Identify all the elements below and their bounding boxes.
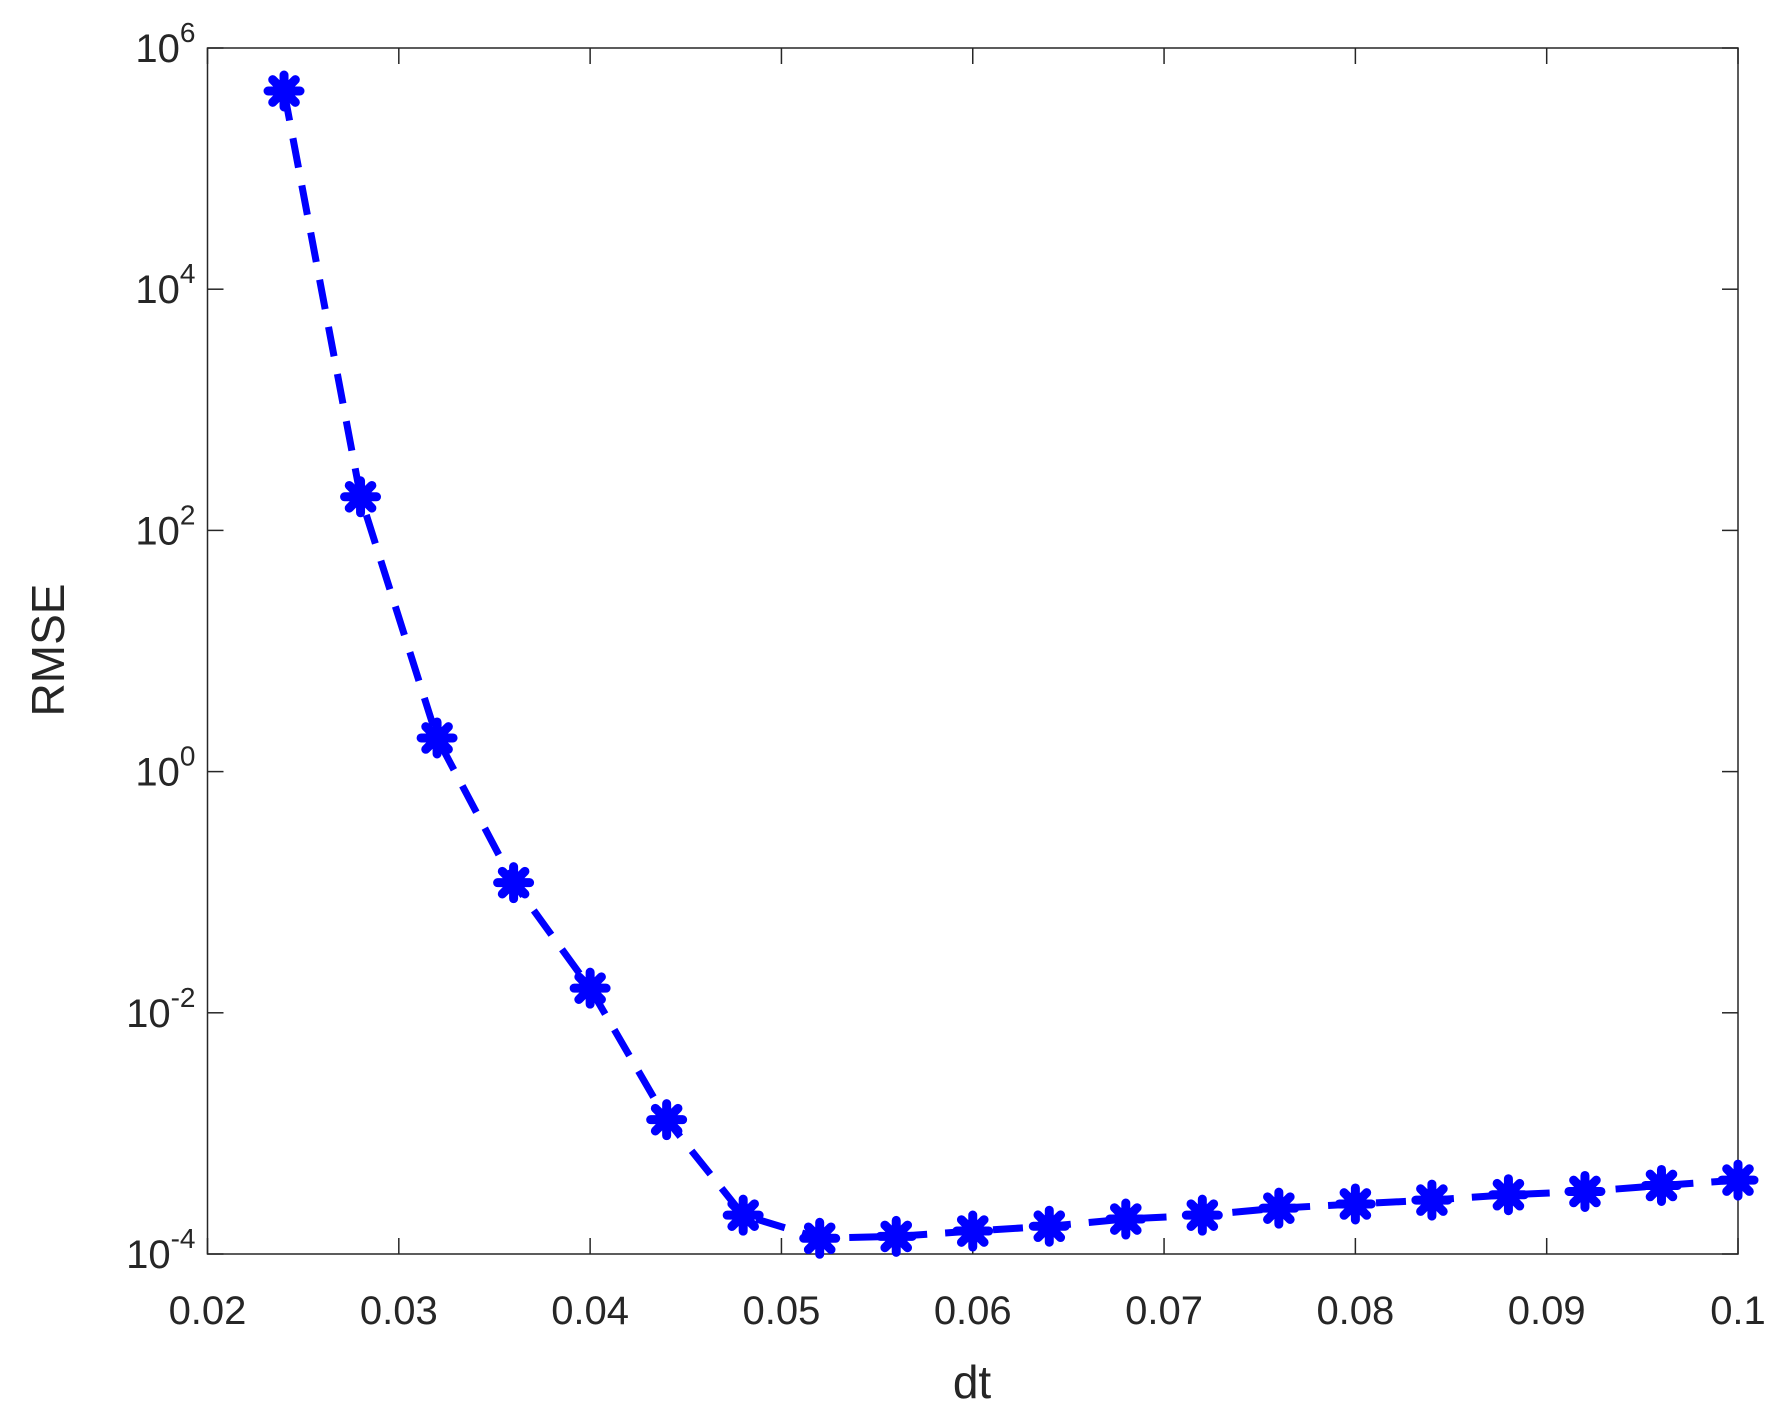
x-tick-label: 0.09 [1508, 1289, 1586, 1333]
marker [799, 1217, 841, 1259]
marker [493, 862, 535, 904]
y-tick-exponent: -4 [171, 1223, 196, 1254]
x-tick-label: 0.1 [1710, 1289, 1766, 1333]
plot-area [206, 47, 1739, 1255]
y-tick-exponent: 0 [180, 741, 196, 772]
marker [569, 967, 611, 1009]
marker [1028, 1205, 1070, 1247]
x-tick-label: 0.03 [360, 1289, 438, 1333]
marker [1487, 1174, 1529, 1216]
x-tick-label: 0.07 [1125, 1289, 1203, 1333]
x-tick-label: 0.08 [1316, 1289, 1394, 1333]
y-tick-base: 10 [126, 992, 171, 1036]
marker [952, 1210, 994, 1252]
marker [1181, 1194, 1223, 1236]
marker [340, 476, 382, 518]
y-tick-label: 10-4 [126, 1223, 195, 1277]
y-axis-label: RMSE [22, 584, 74, 717]
marker [416, 717, 458, 759]
marker [1334, 1183, 1376, 1225]
x-axis-label: dt [953, 1356, 992, 1408]
y-tick-label: 104 [135, 258, 195, 312]
y-tick-label: 100 [135, 741, 195, 795]
y-tick-exponent: 6 [180, 17, 196, 48]
marker [1640, 1164, 1682, 1206]
y-tick-base: 10 [135, 509, 180, 553]
marker [1258, 1187, 1300, 1229]
y-tick-base: 10 [135, 751, 180, 795]
y-tick-label: 106 [135, 17, 195, 71]
y-tick-exponent: 2 [180, 499, 196, 530]
marker [263, 70, 305, 112]
y-tick-base: 10 [135, 268, 180, 312]
x-tick-label: 0.06 [934, 1289, 1012, 1333]
marker [1717, 1159, 1759, 1201]
marker [646, 1099, 688, 1141]
marker [875, 1215, 917, 1257]
y-tick-exponent: -2 [171, 982, 196, 1013]
x-tick-label: 0.02 [169, 1289, 247, 1333]
x-tick-label: 0.04 [551, 1289, 629, 1333]
y-tick-base: 10 [126, 1233, 171, 1277]
x-tick-label: 0.05 [743, 1289, 821, 1333]
marker [1411, 1179, 1453, 1221]
y-tick-label: 10-2 [126, 982, 195, 1036]
y-tick-label: 102 [135, 499, 195, 553]
marker [1564, 1170, 1606, 1212]
marker [722, 1194, 764, 1236]
marker [1105, 1198, 1147, 1240]
y-tick-exponent: 4 [180, 258, 196, 289]
y-tick-base: 10 [135, 27, 180, 71]
